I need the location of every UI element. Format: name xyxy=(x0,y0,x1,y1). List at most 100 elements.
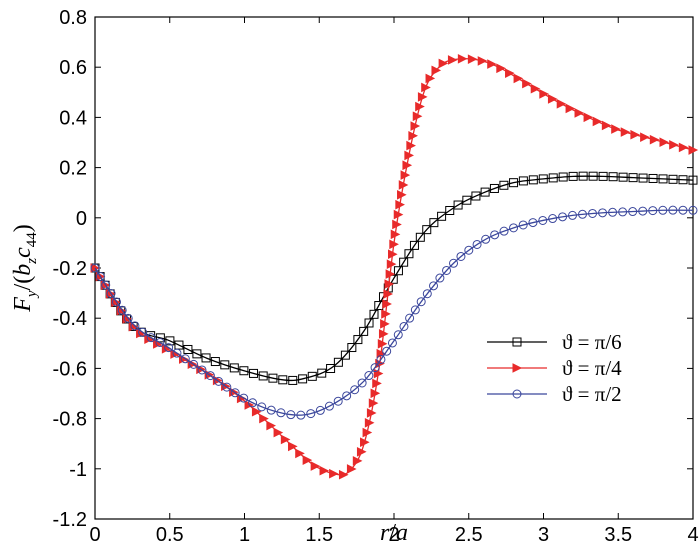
y-tick-label: -0.4 xyxy=(53,308,87,330)
data-point-square xyxy=(165,336,175,346)
data-point-square xyxy=(688,175,698,185)
data-point-triangle xyxy=(512,363,523,373)
data-point-square xyxy=(249,368,259,378)
data-point-circle xyxy=(214,376,224,386)
x-tick-label: 2 xyxy=(388,524,399,546)
data-point-triangle xyxy=(601,120,612,131)
data-point-triangle xyxy=(397,189,407,200)
data-point-square xyxy=(512,337,522,347)
data-point-circle xyxy=(315,405,325,415)
data-point-circle xyxy=(464,245,474,255)
data-point-circle xyxy=(538,215,548,225)
data-point-triangle xyxy=(266,420,276,431)
data-point-circle xyxy=(518,220,528,230)
data-point-triangle xyxy=(393,209,404,220)
y-tick-label: 0.6 xyxy=(59,57,87,79)
data-point-triangle xyxy=(346,464,357,474)
data-point-square xyxy=(578,171,588,181)
data-point-square xyxy=(462,195,472,205)
data-point-circle xyxy=(509,223,519,233)
data-point-triangle xyxy=(406,140,416,151)
data-point-triangle xyxy=(273,427,284,438)
series-line xyxy=(94,175,694,382)
data-point-circle xyxy=(266,405,276,415)
data-point-circle xyxy=(658,205,668,215)
data-point-square xyxy=(598,171,608,181)
data-point-square xyxy=(628,173,638,183)
data-point-triangle xyxy=(398,180,409,190)
y-label-part: ) xyxy=(10,224,36,232)
data-point-triangle xyxy=(302,455,313,465)
y-tick-label: -1 xyxy=(69,459,87,481)
data-point-square xyxy=(298,374,308,384)
data-point-square xyxy=(393,266,403,276)
data-point-circle xyxy=(387,338,397,348)
legend-label: ϑ = π/2 xyxy=(562,382,622,406)
data-point-circle xyxy=(138,327,148,337)
data-point-triangle xyxy=(386,259,397,269)
data-point-circle xyxy=(598,208,608,218)
data-point-circle xyxy=(172,348,182,358)
data-point-square xyxy=(268,373,278,383)
data-point-circle xyxy=(608,207,618,217)
data-point-circle xyxy=(306,409,316,419)
data-point-triangle xyxy=(688,145,699,155)
data-point-triangle xyxy=(384,279,395,289)
data-point-triangle xyxy=(630,129,641,140)
data-point-triangle xyxy=(280,434,291,445)
data-point-square xyxy=(638,173,648,183)
data-point-triangle xyxy=(387,249,398,260)
data-point-triangle xyxy=(383,289,394,299)
data-point-square xyxy=(210,357,220,367)
data-point-circle xyxy=(558,212,568,222)
data-point-square xyxy=(471,191,481,201)
data-point-triangle xyxy=(496,63,506,74)
data-point-square xyxy=(326,364,336,374)
data-point-triangle xyxy=(530,83,541,94)
data-point-square xyxy=(429,218,439,228)
data-point-circle xyxy=(112,297,122,307)
data-point-circle xyxy=(429,281,439,291)
data-point-circle xyxy=(588,208,598,218)
data-point-circle xyxy=(422,289,432,299)
data-point-circle xyxy=(568,210,578,220)
data-point-circle xyxy=(106,289,116,299)
data-point-circle xyxy=(528,218,538,228)
data-point-square xyxy=(174,340,184,350)
data-point-circle xyxy=(117,305,127,315)
y-tick-label: -0.2 xyxy=(53,258,87,280)
data-point-triangle xyxy=(457,53,468,64)
data-point-square xyxy=(364,318,374,328)
data-point-circle xyxy=(638,206,648,216)
data-point-triangle xyxy=(338,469,349,480)
data-point-square xyxy=(538,174,548,184)
data-point-square xyxy=(369,309,379,319)
data-point-square xyxy=(453,200,463,210)
data-point-triangle xyxy=(370,388,381,399)
data-point-circle xyxy=(257,402,267,412)
data-point-triangle xyxy=(329,468,339,479)
data-point-triangle xyxy=(487,59,497,69)
data-point-triangle xyxy=(565,103,576,114)
x-label-part: r xyxy=(380,520,390,546)
data-point-triangle xyxy=(259,413,269,424)
data-point-circle xyxy=(435,273,445,283)
data-point-circle xyxy=(481,234,491,244)
data-point-square xyxy=(229,363,239,373)
data-point-circle xyxy=(399,321,409,331)
data-point-triangle xyxy=(547,94,558,104)
data-point-triangle xyxy=(412,111,423,122)
data-point-circle xyxy=(618,207,628,217)
data-point-triangle xyxy=(505,68,515,78)
y-tick-label: -0.8 xyxy=(53,409,87,431)
y-tick-label: -0.6 xyxy=(53,358,87,380)
y-label-part: b xyxy=(10,264,36,276)
y-label-part: c xyxy=(10,247,36,258)
data-point-triangle xyxy=(539,89,549,99)
series-layer xyxy=(90,53,699,480)
data-point-square xyxy=(558,172,568,182)
data-point-square xyxy=(353,335,363,345)
data-point-circle xyxy=(324,401,334,411)
x-tick-label: 1 xyxy=(239,524,250,546)
data-point-circle xyxy=(205,371,215,381)
